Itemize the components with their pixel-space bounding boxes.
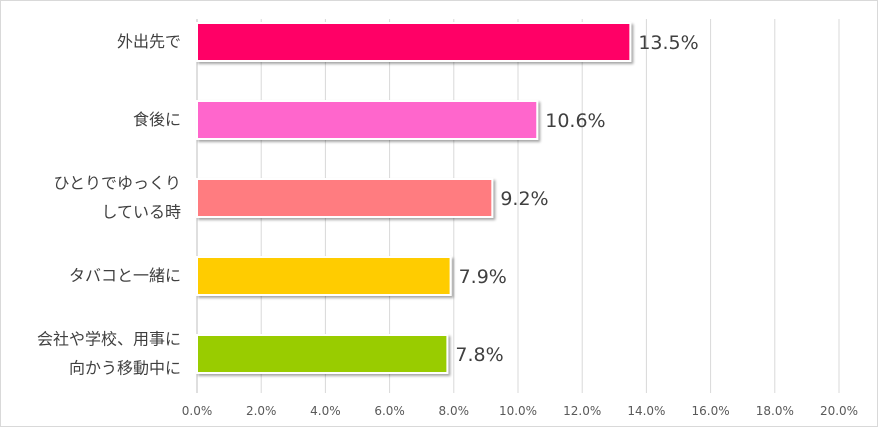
category-label: ひとりでゆっくり (53, 174, 181, 193)
x-tick-label: 8.0% (439, 404, 470, 418)
x-tick-label: 14.0% (627, 404, 665, 418)
labels: 0.0% 2.0% 4.0% 6.0% 8.0% 10.0% 12.0% 14.0% 16.0%… (37, 32, 858, 418)
x-tick-label: 0.0% (182, 404, 213, 418)
bars (196, 22, 632, 374)
x-tick-label: 18.0% (756, 404, 794, 418)
x-tick-label: 2.0% (246, 404, 277, 418)
x-tick-label: 12.0% (563, 404, 601, 418)
category-label: 会社や学校、用事に (37, 330, 181, 349)
x-tick-label: 4.0% (310, 404, 341, 418)
bar (196, 22, 632, 62)
x-tick-label: 6.0% (374, 404, 405, 418)
bar (196, 100, 539, 140)
x-tick-label: 20.0% (820, 404, 858, 418)
data-label: 7.8% (455, 344, 503, 366)
bar (196, 334, 449, 374)
category-label: 向かう移動中に (69, 359, 181, 378)
category-label: タバコと一緒に (69, 266, 181, 285)
data-label: 9.2% (500, 188, 548, 210)
data-label: 7.9% (459, 266, 507, 288)
x-tick-label: 16.0% (692, 404, 730, 418)
bar (196, 178, 494, 218)
data-label: 13.5% (638, 32, 698, 54)
category-label: 外出先で (117, 32, 181, 51)
x-tick-label: 10.0% (499, 404, 537, 418)
category-label: 食後に (133, 110, 181, 129)
data-label: 10.6% (545, 110, 605, 132)
bar (196, 256, 452, 296)
category-label: している時 (101, 203, 181, 222)
